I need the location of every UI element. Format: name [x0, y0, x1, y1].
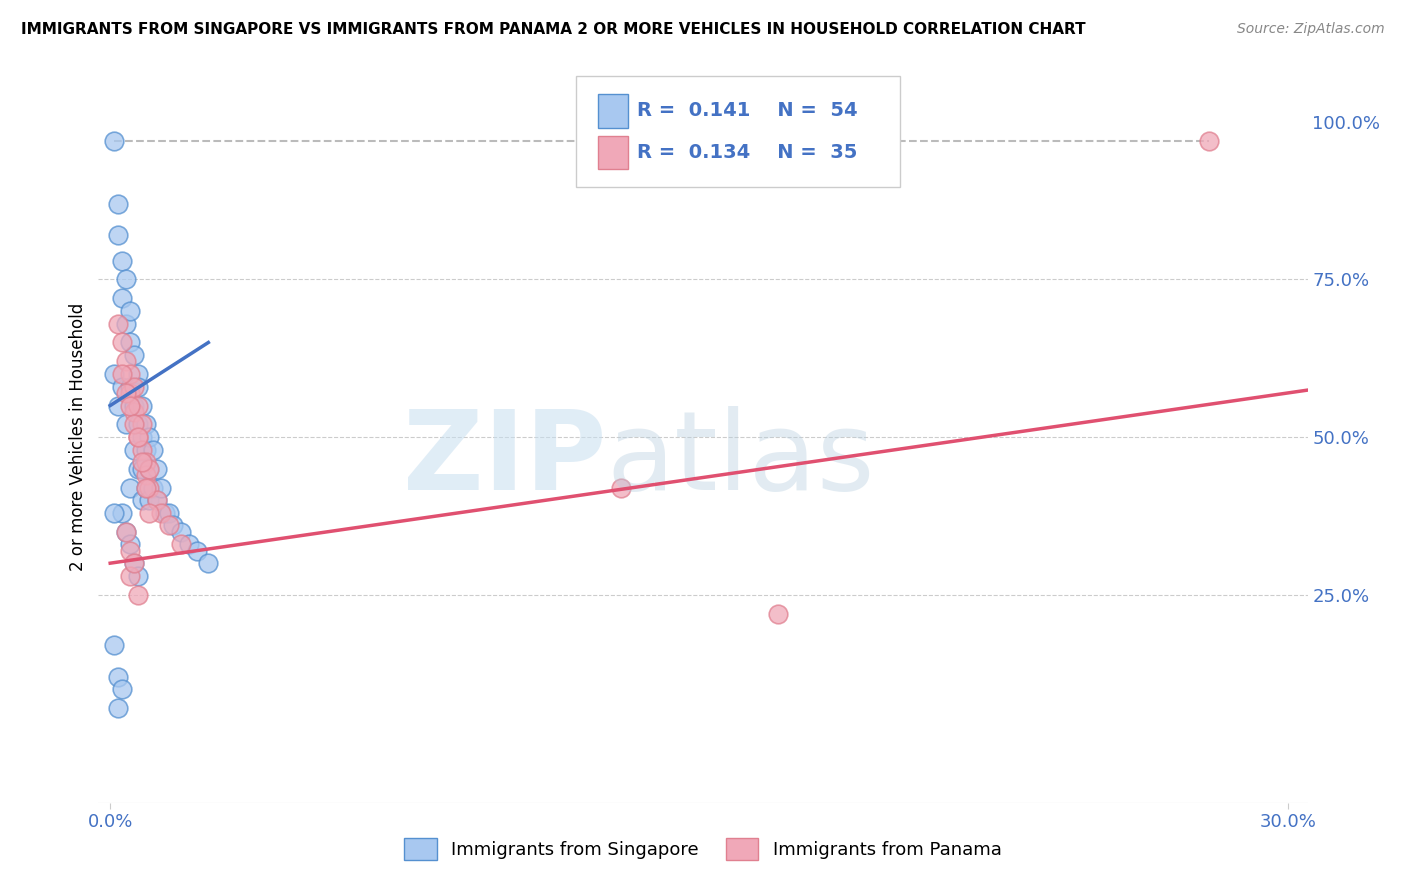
Point — [150, 481, 173, 495]
Point — [118, 386, 141, 401]
Point — [103, 134, 125, 148]
Text: atlas: atlas — [606, 406, 875, 513]
Point — [138, 506, 160, 520]
Point — [170, 524, 193, 539]
Point — [142, 442, 165, 457]
Point — [115, 272, 138, 286]
Point — [111, 367, 134, 381]
Point — [107, 701, 129, 715]
Point — [135, 417, 157, 432]
Point — [135, 481, 157, 495]
Point — [122, 556, 145, 570]
Text: R =  0.134    N =  35: R = 0.134 N = 35 — [637, 143, 858, 162]
Point — [111, 335, 134, 350]
Point — [122, 348, 145, 362]
Point — [115, 354, 138, 368]
Point — [138, 481, 160, 495]
Point — [186, 543, 208, 558]
Point — [131, 399, 153, 413]
Point — [131, 430, 153, 444]
Point — [103, 367, 125, 381]
Point — [127, 430, 149, 444]
Point — [146, 461, 169, 475]
Point — [111, 291, 134, 305]
Point — [115, 524, 138, 539]
Point — [107, 317, 129, 331]
Point — [115, 524, 138, 539]
Point — [122, 405, 145, 419]
Text: Source: ZipAtlas.com: Source: ZipAtlas.com — [1237, 22, 1385, 37]
Point — [766, 607, 789, 621]
Point — [127, 569, 149, 583]
Point — [127, 588, 149, 602]
Point — [111, 379, 134, 393]
Point — [609, 481, 631, 495]
Point — [153, 506, 176, 520]
Text: IMMIGRANTS FROM SINGAPORE VS IMMIGRANTS FROM PANAMA 2 OR MORE VEHICLES IN HOUSEH: IMMIGRANTS FROM SINGAPORE VS IMMIGRANTS … — [21, 22, 1085, 37]
Point — [127, 379, 149, 393]
Point — [135, 481, 157, 495]
Point — [122, 556, 145, 570]
Point — [157, 518, 180, 533]
Point — [122, 379, 145, 393]
Point — [146, 493, 169, 508]
Point — [127, 417, 149, 432]
Point — [127, 399, 149, 413]
Point — [118, 481, 141, 495]
Point — [122, 442, 145, 457]
Point — [127, 461, 149, 475]
Point — [111, 253, 134, 268]
Point — [111, 506, 134, 520]
Point — [138, 461, 160, 475]
Point — [138, 493, 160, 508]
Point — [118, 399, 141, 413]
Point — [118, 543, 141, 558]
Point — [107, 399, 129, 413]
Point — [118, 537, 141, 551]
Point — [162, 518, 184, 533]
Point — [127, 367, 149, 381]
Point — [135, 467, 157, 482]
Point — [122, 399, 145, 413]
Point — [107, 228, 129, 243]
Point — [115, 317, 138, 331]
Point — [103, 638, 125, 652]
Point — [131, 461, 153, 475]
Point — [115, 417, 138, 432]
Point — [107, 670, 129, 684]
Point — [131, 417, 153, 432]
Point — [118, 367, 141, 381]
Point — [118, 569, 141, 583]
Text: ZIP: ZIP — [404, 406, 606, 513]
Point — [138, 461, 160, 475]
Point — [115, 386, 138, 401]
Y-axis label: 2 or more Vehicles in Household: 2 or more Vehicles in Household — [69, 303, 87, 571]
Point — [135, 442, 157, 457]
Point — [142, 481, 165, 495]
Point — [138, 430, 160, 444]
Point — [135, 455, 157, 469]
Point — [150, 506, 173, 520]
Point — [146, 493, 169, 508]
Text: R =  0.141    N =  54: R = 0.141 N = 54 — [637, 101, 858, 120]
Point — [118, 379, 141, 393]
Point — [107, 196, 129, 211]
Point — [131, 455, 153, 469]
Point — [118, 335, 141, 350]
Legend: Immigrants from Singapore, Immigrants from Panama: Immigrants from Singapore, Immigrants fr… — [396, 830, 1010, 867]
Point — [177, 537, 200, 551]
Point — [131, 493, 153, 508]
Point — [111, 682, 134, 697]
Point — [103, 506, 125, 520]
Point — [118, 304, 141, 318]
Point — [1198, 134, 1220, 148]
Point — [131, 442, 153, 457]
Point — [170, 537, 193, 551]
Point — [157, 506, 180, 520]
Point — [197, 556, 219, 570]
Point — [127, 430, 149, 444]
Point — [122, 417, 145, 432]
